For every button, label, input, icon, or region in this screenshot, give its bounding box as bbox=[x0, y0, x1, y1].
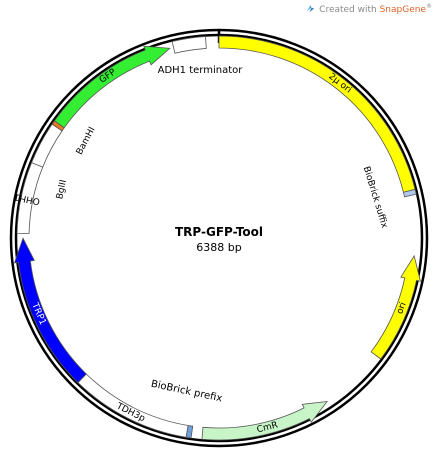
feature-biobrick-suffix[interactable] bbox=[402, 188, 417, 198]
bamhi-label: BamHI bbox=[75, 126, 98, 157]
feature-shape bbox=[370, 254, 421, 360]
snapgene-logo-icon bbox=[307, 4, 315, 13]
snapgene-credit: Created with SnapGene® bbox=[306, 3, 432, 15]
credit-mark: ® bbox=[426, 3, 432, 10]
feature-shape bbox=[53, 45, 171, 129]
feature-shape bbox=[402, 188, 417, 198]
feature-bglii-bamhi[interactable] bbox=[51, 120, 65, 132]
feature-adh1-terminator[interactable] bbox=[171, 36, 207, 54]
feature-cmr[interactable]: CmR bbox=[201, 400, 328, 441]
credit-prefix: Created with bbox=[319, 5, 380, 15]
feature-shape bbox=[201, 400, 328, 441]
feature-shape bbox=[185, 425, 194, 439]
feature-label: ori bbox=[395, 301, 409, 316]
biobrick-prefix-label: BioBrick prefix bbox=[150, 379, 223, 405]
bglii-label: BglII bbox=[55, 179, 69, 200]
feature-ori[interactable]: ori bbox=[370, 254, 421, 360]
feature-shape bbox=[13, 237, 87, 384]
feature-biobrick-prefix[interactable] bbox=[185, 425, 194, 439]
plasmid-size: 6388 bp bbox=[196, 241, 241, 254]
adh1-terminator-label: ADH1 terminator bbox=[158, 65, 244, 76]
feature-ohh1[interactable]: OHH1 bbox=[13, 162, 44, 234]
credit-brand: SnapGene bbox=[379, 5, 426, 15]
plasmid-name: TRP-GFP-Tool bbox=[175, 225, 263, 239]
feature-shape bbox=[51, 120, 65, 132]
biobrick-suffix-label: BioBrick suffix bbox=[361, 165, 389, 230]
feature-shape bbox=[171, 36, 207, 54]
